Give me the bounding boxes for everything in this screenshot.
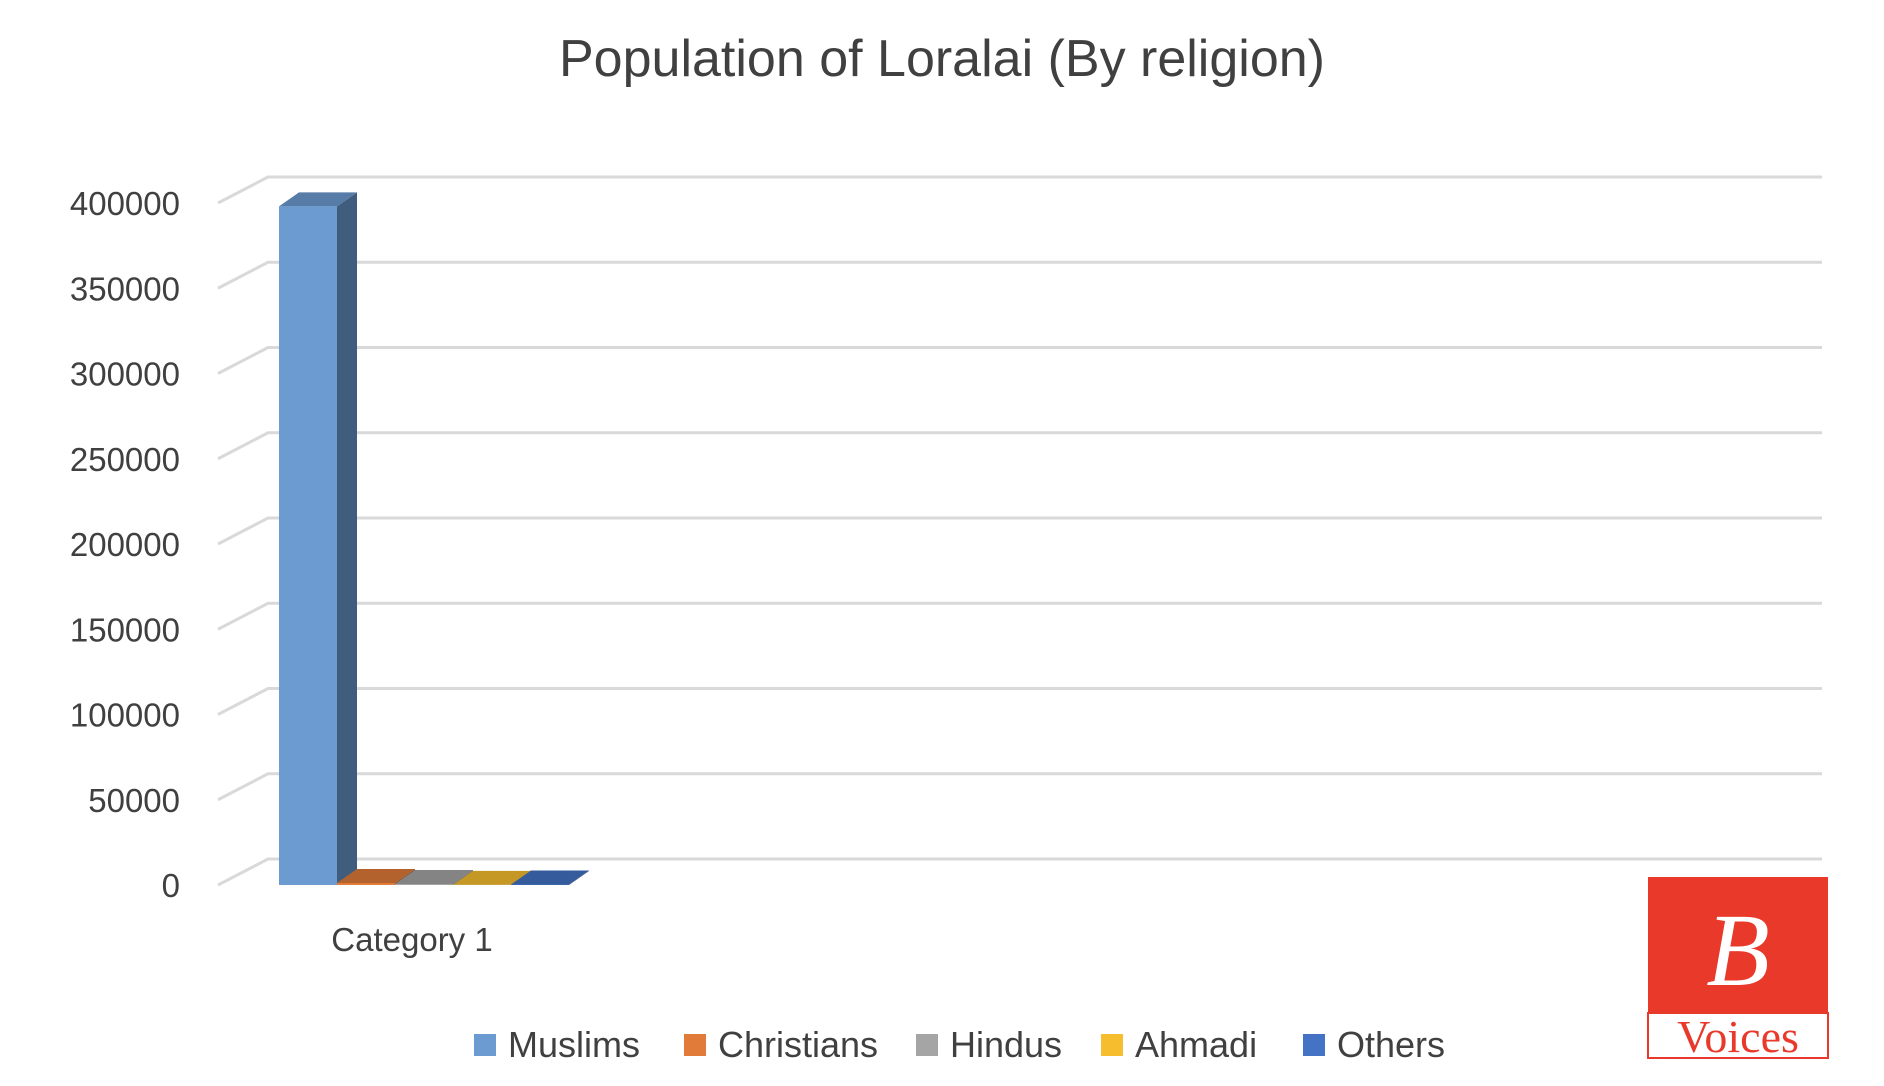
bar-side	[569, 870, 589, 885]
bar-muslims	[279, 192, 357, 885]
x-axis-categories: Category 1	[331, 921, 492, 958]
bar-top	[279, 192, 357, 207]
legend-label: Hindus	[950, 1024, 1062, 1065]
bar-top	[337, 868, 415, 883]
legend-label: Muslims	[508, 1024, 640, 1065]
bar-ahmadi	[453, 870, 531, 885]
legend-swatch	[1303, 1034, 1325, 1056]
legend-item-muslims[interactable]: Muslims	[474, 1024, 640, 1065]
y-tick-label: 250000	[70, 441, 180, 478]
gridline	[217, 431, 1822, 461]
gridline	[217, 516, 1822, 546]
legend-swatch	[1101, 1034, 1123, 1056]
bar-top	[453, 870, 531, 885]
legend-label: Ahmadi	[1135, 1024, 1257, 1065]
bar-top	[395, 869, 473, 884]
gridline	[217, 772, 1822, 802]
bar-front	[511, 884, 569, 885]
y-tick-label: 150000	[70, 611, 180, 648]
logo-letter: B	[1706, 893, 1770, 1008]
y-tick-label: 50000	[88, 782, 180, 819]
y-tick-label: 300000	[70, 356, 180, 393]
gridlines	[217, 175, 1822, 887]
y-tick-label: 200000	[70, 526, 180, 563]
logo-top-panel	[1648, 877, 1828, 1013]
gridline	[217, 857, 1822, 887]
y-tick-label: 0	[162, 867, 180, 904]
legend-swatch	[474, 1034, 496, 1056]
bar-side	[337, 192, 357, 885]
legend-swatch	[916, 1034, 938, 1056]
bar-top	[511, 870, 589, 885]
legend-label: Others	[1337, 1024, 1445, 1065]
gridline	[217, 175, 1822, 205]
logo-bottom-panel	[1647, 1012, 1829, 1059]
bars	[279, 192, 589, 885]
gridline	[217, 346, 1822, 375]
legend-item-ahmadi[interactable]: Ahmadi	[1101, 1024, 1257, 1065]
y-axis-ticks: 0 50000 100000 150000 200000 250000 300000 3500…	[70, 185, 180, 904]
bar-front	[337, 882, 395, 885]
gridline	[217, 687, 1822, 716]
legend-item-others[interactable]: Others	[1303, 1024, 1445, 1065]
legend-label: Christians	[718, 1024, 878, 1065]
bar-hindus	[395, 869, 473, 885]
legend-item-hindus[interactable]: Hindus	[916, 1024, 1062, 1065]
y-tick-label: 400000	[70, 185, 180, 222]
bar-front	[279, 206, 337, 885]
chart-title: Population of Loralai (By religion)	[559, 30, 1325, 88]
bar-side	[453, 869, 473, 885]
bar-front	[395, 883, 453, 885]
legend[interactable]: Muslims Christians Hindus Ahmadi Others	[474, 1024, 1445, 1065]
logo-word: Voices	[1677, 1011, 1799, 1062]
y-tick-label: 350000	[70, 270, 180, 307]
y-tick-label: 100000	[70, 697, 180, 734]
legend-item-christians[interactable]: Christians	[684, 1024, 878, 1065]
gridline	[217, 601, 1822, 631]
gridline	[217, 260, 1822, 290]
x-category-label: Category 1	[331, 921, 492, 958]
legend-swatch	[684, 1034, 706, 1056]
bar-others	[511, 870, 589, 885]
logo: B Voices	[1647, 877, 1829, 1062]
